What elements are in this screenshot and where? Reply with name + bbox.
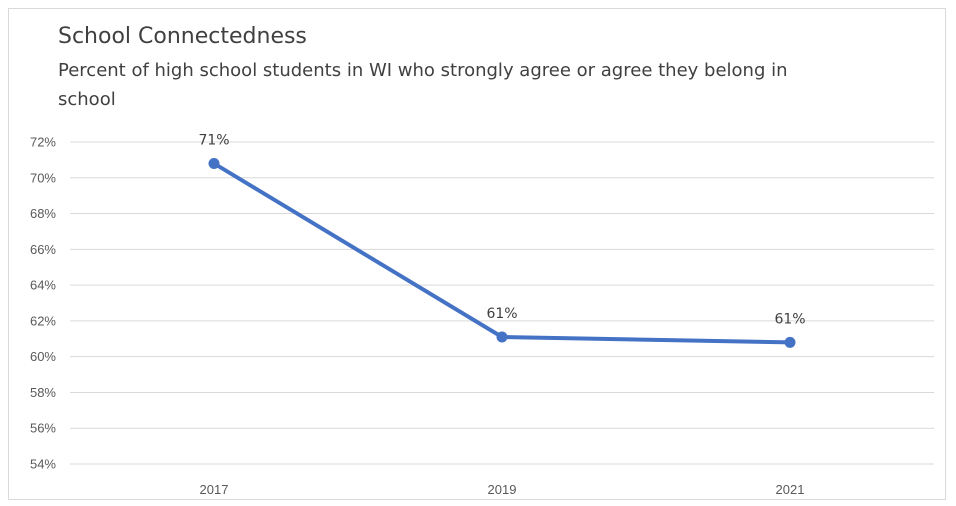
chart-title: School Connectedness xyxy=(58,24,307,49)
data-label: 61% xyxy=(774,311,805,327)
data-point xyxy=(784,336,796,348)
y-tick-label: 66% xyxy=(30,242,56,257)
series: 71% 61% 61% xyxy=(198,132,806,348)
y-axis: 72% 70% 68% 66% 64% 62% 60% 58% 56% 54% xyxy=(30,135,56,472)
data-point xyxy=(496,331,508,343)
data-point xyxy=(208,157,220,169)
data-label: 61% xyxy=(486,306,517,322)
y-tick-label: 62% xyxy=(30,313,56,328)
chart-subtitle: Percent of high school students in WI wh… xyxy=(58,60,788,110)
y-tick-label: 56% xyxy=(30,421,56,436)
y-tick-label: 60% xyxy=(30,349,56,364)
x-axis: 2017 2019 2021 xyxy=(200,482,805,497)
x-tick-label: 2021 xyxy=(776,482,805,497)
y-tick-label: 54% xyxy=(30,457,56,472)
chart-frame xyxy=(8,8,946,500)
data-label: 71% xyxy=(198,132,229,148)
y-tick-label: 64% xyxy=(30,278,56,293)
x-tick-label: 2017 xyxy=(200,482,229,497)
y-tick-label: 72% xyxy=(30,135,56,150)
gridlines xyxy=(70,141,934,465)
x-tick-label: 2019 xyxy=(488,482,517,497)
y-tick-label: 70% xyxy=(30,170,56,185)
y-tick-label: 58% xyxy=(30,385,56,400)
y-tick-label: 68% xyxy=(30,206,56,221)
